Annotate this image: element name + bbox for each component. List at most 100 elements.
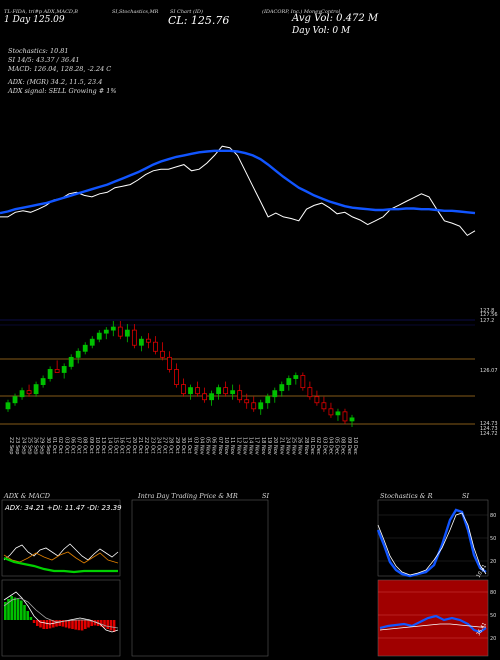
candle-body (195, 387, 200, 395)
candle-body (40, 378, 46, 385)
date-label: 24 Oct (155, 437, 161, 454)
date-label: 06 Nov (211, 437, 217, 455)
intraday-panel-si: SI (262, 492, 270, 500)
candle-body (174, 369, 179, 385)
date-label: 09 Oct (88, 437, 94, 454)
candle-body (103, 329, 109, 334)
intraday-panel-title: Intra Day Trading Price & MR (138, 492, 238, 500)
macd-bar (93, 620, 97, 626)
adx-readout: ADX: (MGR) 34.2, 11.5, 23.4 (8, 78, 103, 86)
price-axis-label: 127.2 (480, 318, 494, 324)
candle-body (216, 387, 222, 395)
date-label: 01 Dec (309, 437, 315, 455)
date-label: 17 Oct (125, 437, 131, 454)
stoch-axis-20: 20 (490, 559, 496, 565)
header-company: (IDACORP, Inc.) MoneyControl (262, 9, 341, 15)
avg-volume: Avg Vol: 0.472 M (292, 13, 379, 24)
macd-bar (52, 620, 55, 628)
candle-body (223, 387, 229, 395)
date-label: 13 Oct (100, 437, 106, 454)
date-label: 27 Oct (162, 437, 168, 454)
date-label: 24 Nov (284, 437, 290, 455)
candle-body (272, 390, 278, 398)
intraday-panel (131, 499, 269, 657)
adx-signal: ADX signal: SELL Growing # 1% (8, 87, 117, 95)
date-label: 30 Oct (180, 437, 186, 454)
macd-bar (26, 611, 29, 620)
candle-body (279, 384, 285, 392)
price-axis-label: 126.07 (480, 368, 498, 374)
candle-body (47, 369, 53, 379)
macd-bar (64, 620, 68, 628)
candle-body (96, 332, 102, 340)
day-volume: Day Vol: 0 M (292, 26, 351, 36)
date-label: 10 Dec (352, 437, 358, 455)
date-label: 12 Nov (235, 437, 241, 455)
date-label: 19 Nov (266, 437, 272, 455)
macd-signal-line (3, 597, 119, 629)
candle-body (258, 402, 264, 410)
candle-body (110, 326, 116, 331)
adx-lines (3, 543, 119, 574)
date-label: 11 Nov (229, 437, 235, 455)
macd-bar (55, 620, 58, 627)
macd-readout: MACD: 126.04, 128.28, -2.24 C (8, 65, 112, 73)
candle-body (237, 390, 243, 401)
date-label: 24 Sep (20, 437, 26, 454)
macd-bar (39, 620, 42, 628)
date-label: 16 Oct (119, 437, 125, 454)
candle-body (209, 393, 214, 401)
candle-body (54, 369, 60, 373)
macd-bar (4, 602, 7, 620)
stoch-axis-80: 80 (490, 513, 496, 519)
date-label: 07 Oct (76, 437, 82, 454)
date-axis: 22 Sep 23 Sep 24 Sep 25 Sep 26 Sep 29 Sep 30 S… (8, 437, 358, 455)
date-label: 15 Oct (112, 437, 118, 454)
candle-body (244, 399, 250, 404)
macd-histogram (4, 596, 116, 632)
header-ticker: TL-FIDA, tri#p ADX,MACD,B (4, 9, 78, 15)
candle-body (328, 408, 334, 416)
macd-bar (61, 620, 65, 627)
macd-bar (16, 599, 20, 620)
date-label: 26 Sep (33, 437, 39, 454)
candle-body (68, 356, 74, 367)
date-label: 17 Nov (254, 437, 260, 455)
candle-body (188, 387, 193, 395)
adx-values: ADX: 34.21 +DI: 11.47 -DI: 23.39 (4, 504, 122, 512)
macd-bar (90, 620, 93, 626)
macd-bar (84, 620, 87, 629)
candle-body (202, 393, 207, 401)
macd-bar (106, 620, 109, 629)
stoch-d-line (377, 512, 487, 576)
candle-body (75, 350, 81, 358)
date-label: 21 Nov (278, 437, 284, 455)
header-chart-id: SI Chart (ID) (170, 9, 203, 15)
price-axis-label: 124.73 (480, 426, 498, 432)
date-label: 22 Sep (8, 437, 14, 454)
date-label: 21 Oct (137, 437, 143, 454)
date-label: 28 Nov (303, 437, 309, 455)
stoch-axis-50: 50 (490, 536, 496, 542)
candle-body (342, 411, 348, 422)
rsi-axis-50: 50 (490, 613, 496, 619)
date-label: 05 Dec (334, 437, 340, 455)
macd-bar (71, 620, 74, 629)
date-label: 25 Nov (291, 437, 297, 455)
close-label: CL: 125.76 (168, 14, 230, 27)
candle-body (146, 338, 151, 343)
header-indicators: SI,Stochastics,MR (112, 9, 159, 15)
macd-bar (100, 620, 103, 627)
macd-bar (7, 599, 10, 620)
date-label: 06 Oct (69, 437, 75, 454)
date-label: 03 Oct (63, 437, 69, 454)
price-axis-label: 124.72 (480, 431, 498, 437)
candle-body (286, 378, 292, 385)
date-label: 10 Oct (94, 437, 100, 454)
macd-bar (36, 620, 39, 626)
date-label: 20 Nov (272, 437, 278, 455)
rsi-readout: SI 14/5: 43.37 / 36.41 (8, 56, 80, 64)
candle-body (19, 390, 25, 398)
price-line-chart (0, 145, 476, 237)
candle-body (12, 396, 18, 404)
